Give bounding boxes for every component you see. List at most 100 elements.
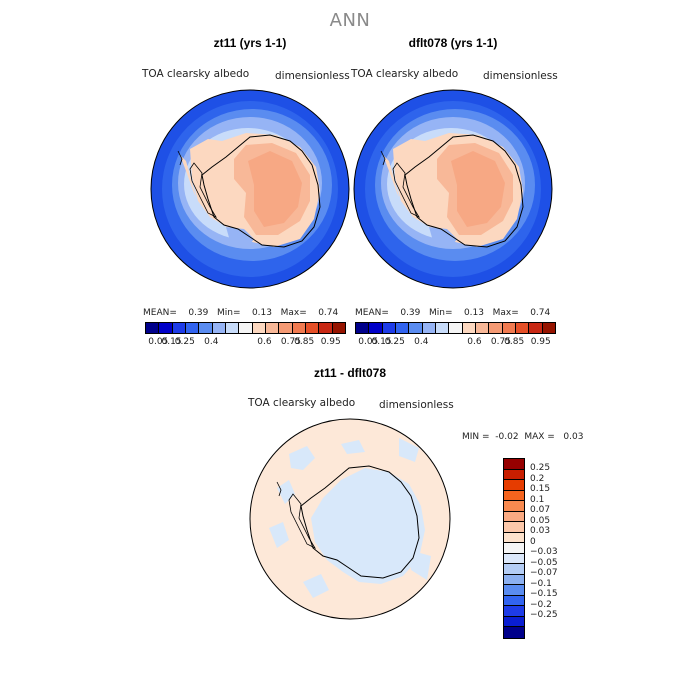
colorbar-tick-label: 0.2 xyxy=(530,473,545,484)
right-panel-title: dflt078 (yrs 1-1) xyxy=(408,36,498,50)
colorbar-segment xyxy=(504,532,524,543)
colorbar-segment xyxy=(252,323,266,333)
diff-stats: MIN = -0.02 MAX = 0.03 xyxy=(462,432,583,442)
colorbar-segment xyxy=(319,323,333,333)
colorbar-tick-label: 0.25 xyxy=(384,337,405,347)
right-mean-label: MEAN= xyxy=(355,308,389,318)
colorbar-segment xyxy=(185,323,200,333)
colorbar-segment xyxy=(504,574,524,585)
colorbar-segment xyxy=(199,323,213,333)
colorbar-segment xyxy=(146,323,160,333)
right-max-value: 0.74 xyxy=(530,308,551,318)
colorbar-tick-label: 0.05 xyxy=(530,515,551,526)
diff-units-label: dimensionless xyxy=(379,399,454,411)
colorbar-tick-label: 0 xyxy=(530,536,536,547)
left-min-label: Min= xyxy=(216,308,241,318)
colorbar-tick-label: 0.25 xyxy=(530,463,551,473)
colorbar-segment xyxy=(225,323,240,333)
colorbar-tick-label: 0.6 xyxy=(467,337,482,347)
figure-suptitle: ANN xyxy=(329,10,371,31)
colorbar-tick-label: −0.05 xyxy=(530,557,558,568)
colorbar-segment xyxy=(489,323,503,333)
colorbar-segment xyxy=(462,323,476,333)
right-mean-value: 0.39 xyxy=(400,308,421,318)
left-min-value: 0.13 xyxy=(251,308,272,318)
colorbar-segment xyxy=(395,323,410,333)
right-colorbar xyxy=(355,322,556,334)
colorbar-segment xyxy=(504,627,524,638)
colorbar-segment xyxy=(504,606,524,617)
colorbar-segment xyxy=(212,323,226,333)
colorbar-tick-label: −0.15 xyxy=(530,589,558,599)
colorbar-segment xyxy=(172,323,186,333)
left-panel-title: zt11 (yrs 1-1) xyxy=(213,36,287,50)
colorbar-segment xyxy=(449,323,463,333)
right-variable-label: TOA clearsky albedo xyxy=(351,68,459,80)
left-units-label: dimensionless xyxy=(275,70,350,82)
colorbar-tick-label: 0.03 xyxy=(530,526,551,536)
colorbar-segment xyxy=(502,323,516,333)
colorbar-segment xyxy=(422,323,436,333)
colorbar-tick-label: 0.75 xyxy=(490,337,511,347)
colorbar-tick-label: −0.03 xyxy=(530,547,558,557)
colorbar-tick-label: −0.07 xyxy=(530,568,558,578)
colorbar-segment xyxy=(504,511,524,522)
right-max-label: Max= xyxy=(492,308,519,318)
colorbar-segment xyxy=(529,323,543,333)
colorbar-segment xyxy=(542,323,555,333)
colorbar-tick-label: −0.1 xyxy=(530,578,552,589)
left-max-value: 0.74 xyxy=(318,308,339,318)
diff-panel-title: zt11 - dflt078 xyxy=(313,366,387,380)
colorbar-tick-label: 0.05 xyxy=(358,337,379,347)
left-stats: MEAN= 0.39 Min= 0.13 Max= 0.74 xyxy=(143,308,338,318)
right-stats: MEAN= 0.39 Min= 0.13 Max= 0.74 xyxy=(355,308,550,318)
diff-colorbar-labels: 0.25 0.2 0.15 0.1 0.07 0.05 0.03 0 −0.03 −0.05 −0.… xyxy=(530,463,558,621)
colorbar-segment xyxy=(504,459,524,470)
right-min-label: Min= xyxy=(428,308,453,318)
colorbar-segment xyxy=(504,490,524,501)
colorbar-segment xyxy=(504,616,524,627)
right-polar-map xyxy=(353,89,553,289)
colorbar-tick-label: 0.25 xyxy=(174,337,195,347)
colorbar-segment xyxy=(409,323,423,333)
colorbar-segment xyxy=(292,323,306,333)
colorbar-tick-label: 0.07 xyxy=(530,505,551,515)
colorbar-tick-label: 0.15 xyxy=(161,337,182,347)
colorbar-tick-label: 0.95 xyxy=(320,337,341,347)
left-max-label: Max= xyxy=(280,308,307,318)
colorbar-segment xyxy=(382,323,396,333)
colorbar-segment xyxy=(504,501,524,512)
colorbar-segment xyxy=(504,543,524,554)
colorbar-segment xyxy=(504,564,524,575)
colorbar-segment xyxy=(435,323,450,333)
colorbar-segment xyxy=(279,323,293,333)
colorbar-segment xyxy=(504,522,524,533)
colorbar-segment xyxy=(239,323,253,333)
colorbar-tick-label: 0.95 xyxy=(530,337,551,347)
left-polar-map xyxy=(150,89,350,289)
colorbar-segment xyxy=(504,585,524,596)
colorbar-tick-label: 0.1 xyxy=(530,494,545,505)
right-min-value: 0.13 xyxy=(463,308,484,318)
colorbar-segment xyxy=(504,480,524,491)
left-mean-value: 0.39 xyxy=(188,308,209,318)
diff-colorbar xyxy=(503,458,525,639)
colorbar-segment xyxy=(159,323,173,333)
colorbar-tick-label: 0.05 xyxy=(148,337,169,347)
diff-variable-label: TOA clearsky albedo xyxy=(248,397,356,409)
right-units-label: dimensionless xyxy=(483,70,558,82)
colorbar-tick-label: 0.85 xyxy=(294,337,315,347)
colorbar-segment xyxy=(332,323,345,333)
colorbar-tick-label: 0.6 xyxy=(257,337,272,347)
diff-max-value: 0.03 xyxy=(563,432,584,442)
colorbar-segment xyxy=(475,323,490,333)
diff-min-label: MIN = xyxy=(462,432,490,442)
colorbar-segment xyxy=(504,469,524,480)
colorbar-tick-label: 0.15 xyxy=(530,484,551,494)
left-variable-label: TOA clearsky albedo xyxy=(142,68,250,80)
colorbar-segment xyxy=(504,553,524,564)
colorbar-tick-label: 0.4 xyxy=(414,337,429,347)
diff-polar-map xyxy=(249,418,451,620)
diff-min-value: -0.02 xyxy=(495,432,519,442)
colorbar-tick-label: 0.4 xyxy=(204,337,219,347)
